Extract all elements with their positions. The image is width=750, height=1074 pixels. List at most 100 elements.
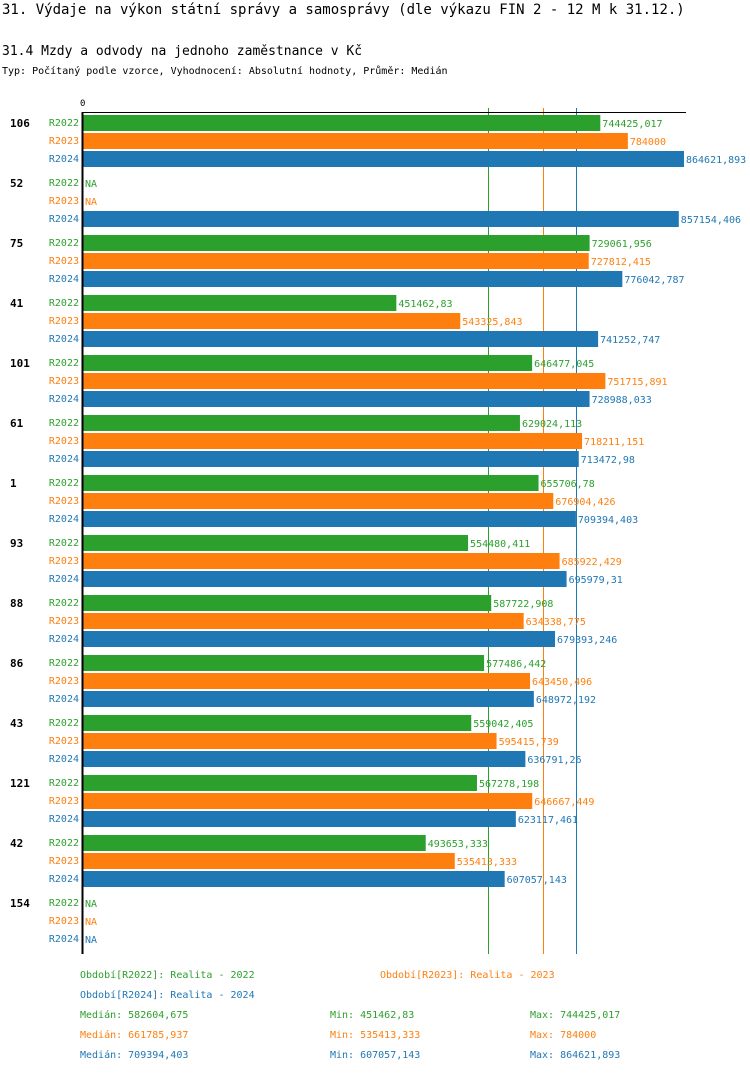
bar-r2022 (82, 655, 485, 671)
legend-r2022: Období[R2022]: Realita - 2022 (80, 970, 255, 981)
data-label: 741252,747 (600, 335, 660, 346)
data-label: 646477,045 (534, 359, 594, 370)
bar-r2024 (82, 511, 576, 527)
data-label: 727812,415 (591, 257, 651, 268)
category-label: 121 (10, 777, 30, 790)
bar-r2024 (82, 211, 679, 227)
bar-r2022 (82, 355, 533, 371)
data-label: 636791,26 (527, 755, 581, 766)
stat-min-r2023: Min: 535413,333 (330, 1030, 421, 1041)
series-row-label: R2024 (49, 754, 79, 765)
data-label: 784000 (630, 137, 666, 148)
bar-r2023 (82, 253, 589, 269)
data-label-na: NA (85, 197, 97, 208)
bar-r2023 (82, 853, 455, 869)
series-row-label: R2024 (49, 814, 79, 825)
bar-r2022 (82, 235, 590, 251)
series-row-label: R2024 (49, 394, 79, 405)
data-label: 776042,787 (624, 275, 684, 286)
stat-max-r2022: Max: 744425,017 (530, 1010, 621, 1021)
series-row-label: R2023 (49, 436, 79, 447)
data-label: 643450,496 (532, 677, 592, 688)
data-label: 744425,017 (602, 119, 662, 130)
data-label: 718211,151 (584, 437, 644, 448)
category-label: 154 (10, 897, 30, 910)
category-label: 101 (10, 357, 30, 370)
series-row-label: R2023 (49, 676, 79, 687)
bar-r2023 (82, 793, 533, 809)
series-row-label: R2022 (49, 118, 79, 129)
bar-r2024 (82, 151, 684, 167)
series-row-label: R2022 (49, 298, 79, 309)
category-label: 61 (10, 417, 24, 430)
bar-r2023 (82, 313, 461, 329)
report-title: 31. Výdaje na výkon státní správy a samo… (2, 2, 685, 18)
data-label: 751715,891 (607, 377, 667, 388)
stat-max-r2024: Max: 864621,893 (530, 1050, 621, 1061)
category-label: 52 (10, 177, 23, 190)
bar-r2024 (82, 271, 623, 287)
category-label: 43 (10, 717, 23, 730)
category-label: 75 (10, 237, 23, 250)
data-label-na: NA (85, 935, 97, 946)
bar-r2024 (82, 331, 599, 347)
bar-r2023 (82, 613, 524, 629)
data-label: 646667,449 (534, 797, 594, 808)
data-label: 543325,843 (462, 317, 522, 328)
data-label-na: NA (85, 179, 97, 190)
bar-r2024 (82, 811, 516, 827)
bar-r2022 (82, 295, 397, 311)
data-label: 709394,403 (578, 515, 638, 526)
data-label: 623117,461 (518, 815, 578, 826)
bar-r2022 (82, 595, 492, 611)
data-label: 629024,113 (522, 419, 582, 430)
data-label: 577486,442 (486, 659, 546, 670)
series-row-label: R2022 (49, 478, 79, 489)
data-label: 587722,908 (493, 599, 553, 610)
series-row-label: R2022 (49, 538, 79, 549)
bar-r2023 (82, 433, 583, 449)
series-row-label: R2024 (49, 334, 79, 345)
bar-r2022 (82, 775, 477, 791)
series-row-label: R2024 (49, 694, 79, 705)
data-label: 607057,143 (507, 875, 567, 886)
data-label: 679393,246 (557, 635, 617, 646)
chart-subtitle: 31.4 Mzdy a odvody na jednoho zaměstnanc… (2, 44, 363, 59)
data-label: 676904,426 (555, 497, 615, 508)
data-label: 451462,83 (398, 299, 452, 310)
bar-r2023 (82, 373, 606, 389)
series-row-label: R2024 (49, 874, 79, 885)
series-row-label: R2023 (49, 796, 79, 807)
stat-min-r2022: Min: 451462,83 (330, 1010, 415, 1021)
bar-r2023 (82, 553, 560, 569)
category-label: 88 (10, 597, 23, 610)
bar-r2024 (82, 451, 579, 467)
bar-r2024 (82, 871, 505, 887)
stat-median-r2022: Medián: 582604,675 (80, 1010, 189, 1021)
series-row-label: R2024 (49, 454, 79, 465)
bar-r2022 (82, 475, 539, 491)
series-row-label: R2024 (49, 154, 79, 165)
data-label: 729061,956 (592, 239, 652, 250)
stat-median-r2024: Medián: 709394,403 (80, 1050, 189, 1061)
data-label: 685922,429 (562, 557, 622, 568)
stat-median-r2023: Medián: 661785,937 (80, 1030, 189, 1041)
bar-r2024 (82, 571, 567, 587)
category-label: 42 (10, 837, 23, 850)
series-row-label: R2024 (49, 514, 79, 525)
series-row-label: R2023 (49, 376, 79, 387)
bar-r2023 (82, 493, 554, 509)
data-label: 559042,405 (473, 719, 533, 730)
data-label: 857154,406 (681, 215, 741, 226)
series-row-label: R2024 (49, 274, 79, 285)
stat-min-r2024: Min: 607057,143 (330, 1050, 421, 1061)
bar-r2024 (82, 751, 526, 767)
bar-r2022 (82, 535, 469, 551)
data-label: 655706,78 (541, 479, 595, 490)
data-label: 695979,31 (569, 575, 623, 586)
bar-r2024 (82, 691, 534, 707)
series-row-label: R2022 (49, 778, 79, 789)
chart-meta: Typ: Počítaný podle vzorce, Vyhodnocení:… (2, 66, 448, 77)
data-label-na: NA (85, 899, 97, 910)
